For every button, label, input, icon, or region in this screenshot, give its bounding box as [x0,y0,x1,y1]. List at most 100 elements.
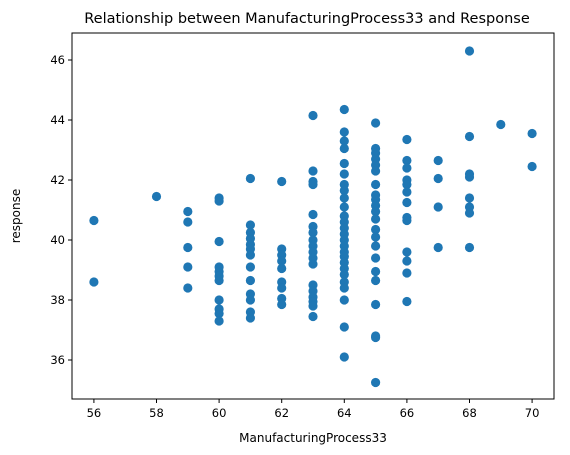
data-point [402,256,412,266]
axes: 56 58 60 62 64 66 68 70 36 38 40 42 44 46 [50,53,539,420]
data-point [183,217,193,227]
data-point [308,209,318,220]
data-point [214,236,224,247]
data-point [496,119,506,130]
data-point [370,232,381,242]
data-point [370,253,381,263]
data-point [464,131,475,142]
y-tick-label: 38 [50,293,65,307]
y-tick-label: 40 [50,233,65,247]
data-point [402,134,412,145]
x-tick-label: 64 [337,406,352,420]
data-point [245,262,256,272]
data-point [370,266,381,277]
data-point [370,241,381,251]
data-points [89,46,537,388]
data-point [339,158,349,169]
x-tick-label: 62 [274,406,289,420]
x-axis-label: ManufacturingProcess33 [239,431,387,445]
data-point [308,110,318,121]
data-point [308,179,318,190]
data-point [370,377,381,388]
data-point [183,283,193,293]
x-tick-label: 58 [149,406,164,420]
data-point [308,166,318,176]
data-point [339,322,349,332]
data-point [89,215,99,226]
data-point [370,224,381,235]
data-point [402,187,412,197]
data-point [308,259,318,269]
data-point [183,206,193,217]
data-point [339,136,349,146]
data-point [464,172,475,182]
data-point [339,104,349,115]
data-point [339,283,349,293]
data-point [339,193,349,203]
data-point [370,214,381,224]
data-point [339,269,349,280]
x-tick-label: 56 [87,406,102,420]
data-point [527,128,537,139]
data-point [433,155,443,166]
data-point [151,191,162,202]
data-point [245,313,256,323]
data-point [214,275,224,286]
data-point [370,206,381,217]
data-point [277,176,287,187]
data-point [214,308,224,319]
data-point [339,127,349,137]
data-point [402,163,412,173]
data-point [277,283,287,293]
data-point [402,197,412,208]
data-point [214,316,224,326]
data-point [245,220,256,230]
data-point [245,173,256,184]
data-point [308,227,318,238]
y-tick-label: 44 [50,113,65,127]
data-point [214,196,224,206]
data-point [245,275,256,286]
plot-frame [71,32,555,400]
data-point [527,161,537,172]
data-point [402,215,412,226]
data-point [308,311,318,322]
data-point [433,242,443,253]
data-point [339,202,349,212]
y-tick-label: 36 [50,353,65,367]
data-point [277,256,287,266]
y-axis-label: response [9,189,23,244]
data-point [433,202,443,212]
data-point [402,247,412,257]
chart-title: Relationship between ManufacturingProces… [84,11,530,27]
y-tick-label: 42 [50,173,65,187]
data-point [277,263,287,274]
data-point [370,179,381,190]
data-point [277,299,287,310]
data-point [402,179,412,190]
data-point [464,46,475,56]
data-point [370,299,381,310]
data-point [433,173,443,184]
data-point [339,185,349,196]
data-point [464,242,475,253]
data-point [370,275,381,286]
x-tick-label: 60 [212,406,227,420]
data-point [339,143,349,154]
data-point [402,268,412,278]
data-point [402,296,412,307]
data-point [214,295,224,305]
data-point [370,332,381,343]
data-point [245,295,256,305]
x-tick-label: 70 [525,406,540,420]
data-point [89,277,99,287]
data-point [308,301,318,311]
x-tick-label: 66 [400,406,415,420]
data-point [464,208,475,218]
data-point [370,118,381,128]
data-point [339,169,349,179]
data-point [183,242,193,253]
data-point [402,155,412,166]
